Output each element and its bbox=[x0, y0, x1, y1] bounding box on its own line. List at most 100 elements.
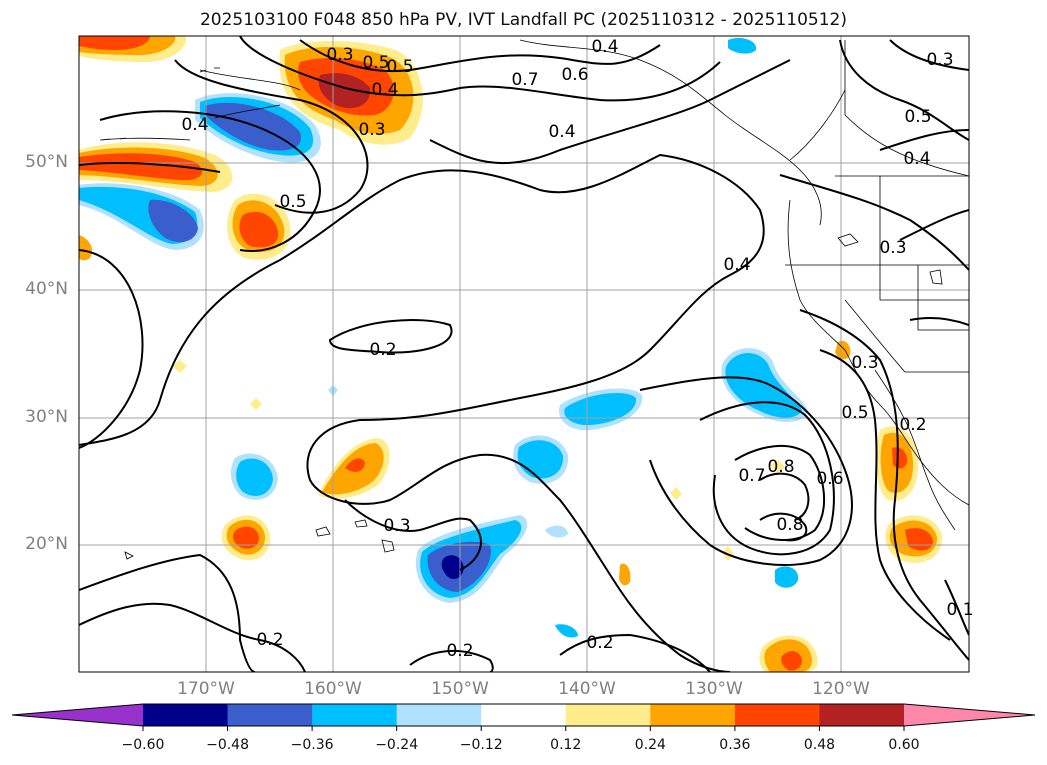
contour-line bbox=[79, 553, 256, 672]
contour-line bbox=[79, 162, 221, 173]
contour-label: 0.3 bbox=[383, 516, 410, 536]
contour-label: 0.2 bbox=[256, 630, 283, 650]
contour-line bbox=[79, 249, 144, 449]
colorbar-segment bbox=[396, 704, 482, 726]
contour-line bbox=[734, 444, 826, 541]
map-frame bbox=[78, 35, 970, 673]
pv-negative-region bbox=[555, 624, 578, 638]
bc-border bbox=[789, 40, 969, 177]
colorbar-tick-label: −0.48 bbox=[206, 737, 249, 753]
contour-label: 0.8 bbox=[767, 457, 794, 477]
colorbar-tick-label: −0.24 bbox=[375, 737, 419, 753]
contour-label: 0.4 bbox=[181, 115, 208, 135]
pv-shading bbox=[79, 36, 943, 672]
colorbar-segment bbox=[650, 704, 736, 726]
contour-label: 0.4 bbox=[591, 37, 618, 57]
contour-line bbox=[839, 39, 969, 141]
colorbar-tick-label: −0.60 bbox=[121, 737, 165, 753]
contour-line bbox=[759, 472, 810, 521]
colorbar-segment bbox=[565, 704, 651, 726]
chart-title: 2025103100 F048 850 hPa PV, IVT Landfall… bbox=[199, 10, 847, 30]
state-borders bbox=[785, 176, 969, 373]
contour-line bbox=[344, 499, 482, 571]
lat-label: 20°N bbox=[25, 534, 68, 554]
baja-coast bbox=[874, 369, 956, 531]
pv-negative-region bbox=[564, 393, 637, 426]
contour-label: 0.6 bbox=[561, 65, 588, 85]
contour-line bbox=[699, 401, 835, 556]
contour-line bbox=[559, 633, 711, 672]
contour-line bbox=[409, 649, 494, 672]
hawaii-islands bbox=[124, 519, 395, 560]
colorbar-segment bbox=[819, 704, 905, 726]
contour-line bbox=[779, 174, 969, 271]
contour-label: 0.2 bbox=[899, 415, 926, 435]
colorbar-extend-low bbox=[12, 704, 143, 726]
contour-line bbox=[174, 59, 369, 214]
contour-label: 0.5 bbox=[904, 107, 931, 127]
lon-label: 140°W bbox=[558, 679, 616, 699]
contour-label: 0.1 bbox=[946, 600, 973, 620]
pv-positive-region bbox=[619, 563, 631, 586]
pv-negative-region bbox=[775, 566, 799, 588]
colorbar-tick-label: −0.36 bbox=[290, 737, 334, 753]
colorbar-tick-label: 0.36 bbox=[719, 737, 751, 753]
colorbar-segment bbox=[227, 704, 313, 726]
contour-line bbox=[328, 319, 453, 354]
pv-positive-region bbox=[79, 153, 203, 181]
contour-line bbox=[899, 209, 969, 241]
contour-labels: 0.7 0.6 0.4 0.5 0.4 0.3 0.5 0.4 0.3 0.4 … bbox=[181, 37, 973, 661]
contour-label: 0.3 bbox=[358, 120, 385, 140]
contour-label: 0.5 bbox=[362, 53, 389, 73]
pv-negative-region bbox=[728, 38, 757, 54]
coastlines bbox=[99, 39, 969, 560]
contour-label: 0.4 bbox=[371, 80, 398, 100]
contour-line bbox=[944, 579, 969, 636]
contour-label: 0.4 bbox=[723, 255, 750, 275]
contour-line bbox=[79, 153, 765, 672]
contour-line bbox=[639, 376, 853, 566]
contour-line bbox=[909, 316, 969, 326]
pv-positive-region bbox=[79, 235, 93, 261]
contour-label: 0.6 bbox=[816, 469, 843, 489]
contour-label: 0.3 bbox=[326, 45, 353, 65]
lat-label: 40°N bbox=[25, 279, 68, 299]
contour-label: 0.7 bbox=[511, 70, 538, 90]
lon-label: 150°W bbox=[431, 679, 489, 699]
contour-line bbox=[239, 36, 721, 102]
alaska-coast bbox=[99, 39, 822, 226]
pv-positive-region bbox=[345, 458, 365, 472]
colorbar-tick-label: 0.60 bbox=[888, 737, 920, 753]
colorbar-tick-label: 0.12 bbox=[550, 737, 582, 753]
contour-label: 0.3 bbox=[879, 238, 906, 258]
pv-positive-region bbox=[239, 211, 279, 248]
contour-line bbox=[79, 602, 306, 672]
oregon-lake bbox=[837, 233, 943, 285]
colorbar-segment bbox=[143, 704, 229, 726]
pv-positive-region bbox=[232, 526, 259, 549]
pv-positive-region bbox=[172, 360, 187, 373]
contour-label: 0.4 bbox=[903, 149, 930, 169]
colorbar-extend-high bbox=[904, 704, 1035, 726]
ivt-contours bbox=[79, 36, 969, 672]
contour-label: 0.5 bbox=[841, 403, 868, 423]
lon-label: 160°W bbox=[304, 679, 362, 699]
contour-label: 0.8 bbox=[776, 515, 803, 535]
lat-label: 50°N bbox=[25, 152, 68, 172]
contour-line bbox=[889, 39, 969, 71]
colorbar-tick-label: 0.24 bbox=[634, 737, 666, 753]
pv-positive-region bbox=[79, 36, 150, 50]
pv-negative-region bbox=[148, 199, 198, 243]
colorbar-tick-label: 0.48 bbox=[803, 737, 836, 753]
pv-positive-region bbox=[770, 460, 785, 473]
lon-label: 170°W bbox=[177, 679, 235, 699]
contour-line bbox=[759, 512, 808, 542]
pv-negative-region bbox=[441, 555, 464, 580]
lon-label: 130°W bbox=[685, 679, 743, 699]
contour-label: 0.5 bbox=[279, 192, 306, 212]
colorbar-tick-label: −0.12 bbox=[459, 737, 503, 753]
contour-label: 0.2 bbox=[369, 340, 396, 360]
colorbar-segment bbox=[312, 704, 398, 726]
